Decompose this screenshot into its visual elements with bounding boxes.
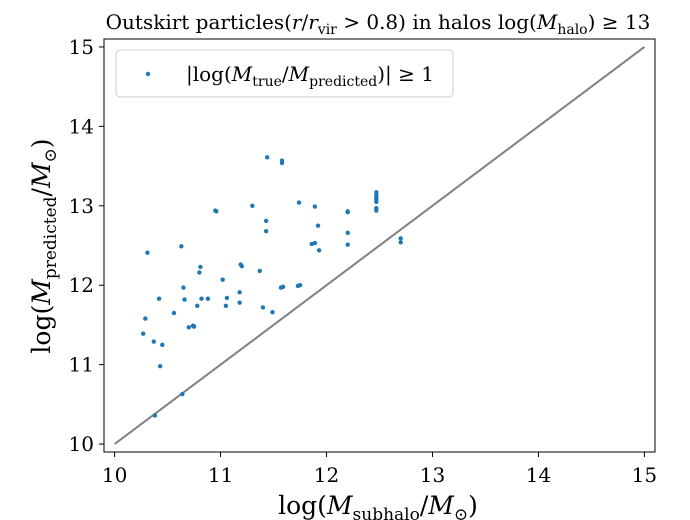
data-point (191, 324, 197, 329)
reference-line-group (113, 46, 646, 445)
data-point (199, 296, 204, 301)
data-point (181, 285, 186, 290)
data-point (141, 331, 146, 336)
data-point (270, 310, 275, 315)
data-point (160, 342, 165, 347)
data-point (237, 300, 242, 305)
data-point (186, 325, 191, 330)
data-point (257, 268, 262, 274)
data-point (214, 209, 219, 214)
x-tick-label: 13 (420, 463, 445, 487)
data-point (263, 229, 269, 234)
data-point (345, 209, 350, 215)
y-tick-label: 15 (69, 35, 94, 59)
data-point (143, 316, 148, 321)
reference-line (113, 46, 646, 445)
data-point (224, 295, 230, 301)
data-point (374, 190, 379, 195)
data-point (220, 277, 225, 282)
data-point (345, 242, 350, 247)
axis-ticks-group: 10 11 12 13 14 15 10 11 12 13 14 15 (69, 35, 658, 487)
data-point (398, 240, 403, 245)
data-point (195, 303, 200, 309)
data-point (296, 200, 302, 205)
y-tick-label: 10 (69, 432, 94, 456)
data-point (345, 230, 350, 235)
data-point (152, 413, 158, 418)
x-tick-label: 12 (314, 463, 339, 487)
data-point (374, 205, 379, 211)
data-point (205, 296, 211, 301)
y-tick-label: 11 (69, 353, 94, 377)
x-axis-label: log(Msubhalo/M⊙) (278, 491, 478, 520)
data-point (264, 155, 270, 160)
data-point (398, 236, 403, 241)
data-point (157, 364, 163, 369)
y-tick-label: 12 (69, 273, 94, 297)
data-point (179, 244, 184, 249)
y-tick-label: 14 (69, 114, 94, 138)
data-point (180, 391, 185, 397)
x-tick-label: 11 (208, 463, 233, 487)
data-point (374, 195, 379, 201)
data-point (197, 270, 202, 275)
data-point (315, 223, 321, 228)
data-point (145, 250, 150, 255)
data-point (198, 264, 203, 270)
data-point (156, 296, 162, 301)
data-point (151, 339, 157, 344)
chart-title: Outskirt particles(r/rvir > 0.8) in halo… (106, 10, 651, 38)
x-tick-label: 10 (102, 463, 127, 487)
data-point (260, 305, 266, 310)
data-point (316, 248, 322, 253)
data-points-group (141, 155, 403, 418)
x-tick-label: 15 (632, 463, 657, 487)
data-point (312, 204, 318, 209)
data-point (297, 283, 303, 288)
y-axis-label: log(Mpredicted/M⊙) (27, 138, 61, 353)
legend: |log(Mtrue/Mpredicted)| ≥ 1 (115, 49, 454, 98)
legend-marker (145, 71, 151, 77)
plot-frame (103, 38, 656, 453)
legend-label: |log(Mtrue/Mpredicted)| ≥ 1 (186, 62, 434, 90)
data-point (237, 290, 242, 295)
legend-box (115, 49, 454, 98)
data-point (182, 297, 187, 302)
data-point (312, 240, 318, 246)
data-point (263, 218, 269, 224)
data-point (239, 263, 244, 269)
data-point (279, 158, 285, 163)
data-point (280, 284, 286, 289)
data-point (171, 310, 177, 316)
data-point (250, 203, 255, 208)
data-point (223, 303, 229, 309)
y-tick-label: 13 (69, 194, 94, 218)
x-tick-label: 14 (526, 463, 551, 487)
